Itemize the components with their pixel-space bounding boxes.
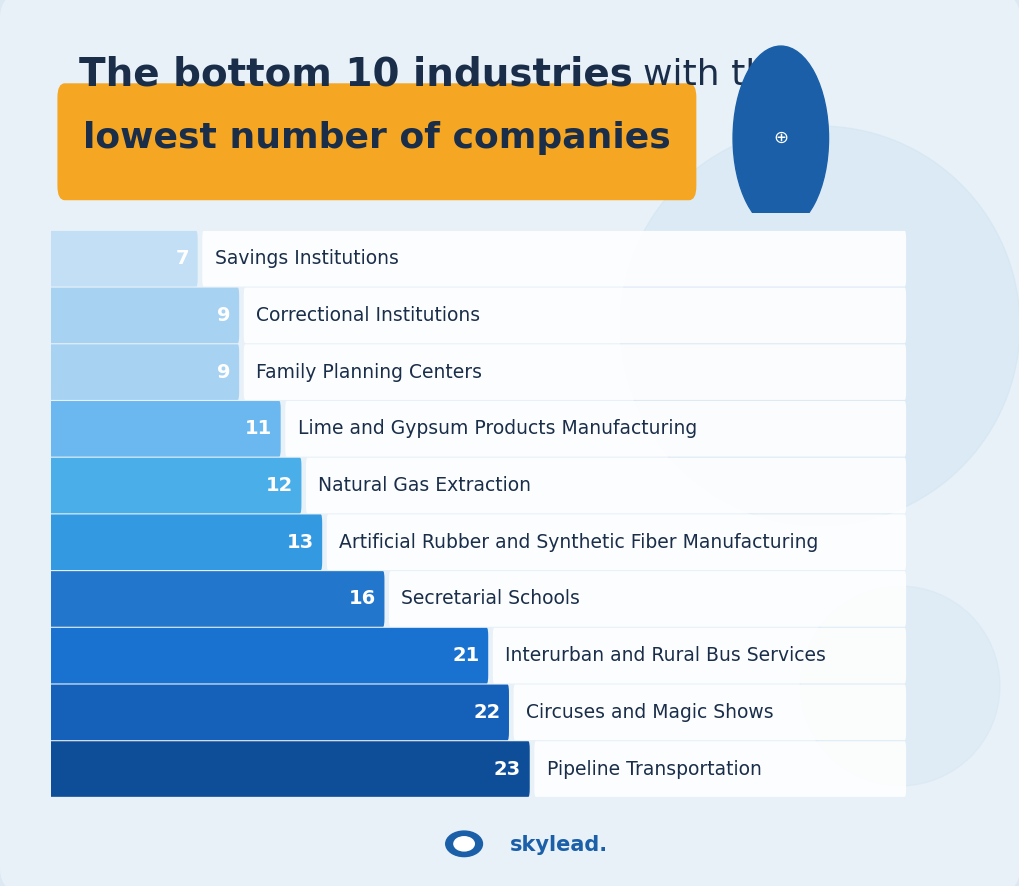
Text: 11: 11: [245, 419, 272, 439]
FancyBboxPatch shape: [50, 742, 529, 797]
Circle shape: [733, 46, 827, 230]
FancyBboxPatch shape: [50, 685, 508, 740]
FancyBboxPatch shape: [50, 571, 384, 626]
FancyBboxPatch shape: [50, 288, 238, 343]
Text: Artificial Rubber and Synthetic Fiber Manufacturing: Artificial Rubber and Synthetic Fiber Ma…: [339, 532, 817, 552]
Text: Correctional Institutions: Correctional Institutions: [256, 306, 480, 325]
Text: Lime and Gypsum Products Manufacturing: Lime and Gypsum Products Manufacturing: [298, 419, 696, 439]
FancyBboxPatch shape: [50, 401, 280, 456]
FancyBboxPatch shape: [50, 231, 198, 286]
Text: 9: 9: [217, 362, 230, 382]
FancyBboxPatch shape: [50, 628, 488, 683]
FancyBboxPatch shape: [514, 685, 905, 740]
Text: skylead.: skylead.: [510, 835, 607, 855]
Circle shape: [445, 831, 482, 857]
FancyBboxPatch shape: [244, 288, 905, 343]
FancyBboxPatch shape: [285, 401, 905, 456]
Text: 13: 13: [286, 532, 313, 552]
Text: Interurban and Rural Bus Services: Interurban and Rural Bus Services: [504, 646, 825, 665]
Text: Family Planning Centers: Family Planning Centers: [256, 362, 482, 382]
Text: Secretarial Schools: Secretarial Schools: [401, 589, 580, 609]
Text: Circuses and Magic Shows: Circuses and Magic Shows: [526, 703, 772, 722]
Text: The bottom 10 industries: The bottom 10 industries: [78, 56, 632, 93]
Text: 7: 7: [175, 249, 189, 268]
FancyBboxPatch shape: [388, 571, 905, 626]
FancyBboxPatch shape: [326, 515, 905, 570]
Text: 9: 9: [217, 306, 230, 325]
Text: 16: 16: [348, 589, 375, 609]
Text: 23: 23: [493, 759, 521, 779]
FancyBboxPatch shape: [50, 515, 322, 570]
Text: 22: 22: [473, 703, 499, 722]
FancyBboxPatch shape: [202, 231, 905, 286]
Text: lowest number of companies: lowest number of companies: [83, 121, 671, 155]
Text: ⊕: ⊕: [772, 129, 788, 147]
FancyBboxPatch shape: [50, 345, 238, 400]
FancyBboxPatch shape: [57, 83, 696, 200]
FancyBboxPatch shape: [50, 458, 302, 513]
Circle shape: [453, 836, 474, 851]
FancyBboxPatch shape: [244, 345, 905, 400]
FancyBboxPatch shape: [534, 742, 905, 797]
Circle shape: [799, 586, 999, 786]
FancyBboxPatch shape: [492, 628, 905, 683]
Text: 12: 12: [265, 476, 292, 495]
Text: 21: 21: [451, 646, 479, 665]
Text: Savings Institutions: Savings Institutions: [214, 249, 398, 268]
FancyBboxPatch shape: [306, 458, 905, 513]
Text: Pipeline Transportation: Pipeline Transportation: [546, 759, 761, 779]
Circle shape: [620, 126, 1019, 526]
Text: Natural Gas Extraction: Natural Gas Extraction: [318, 476, 531, 495]
Text: with the: with the: [643, 58, 790, 91]
